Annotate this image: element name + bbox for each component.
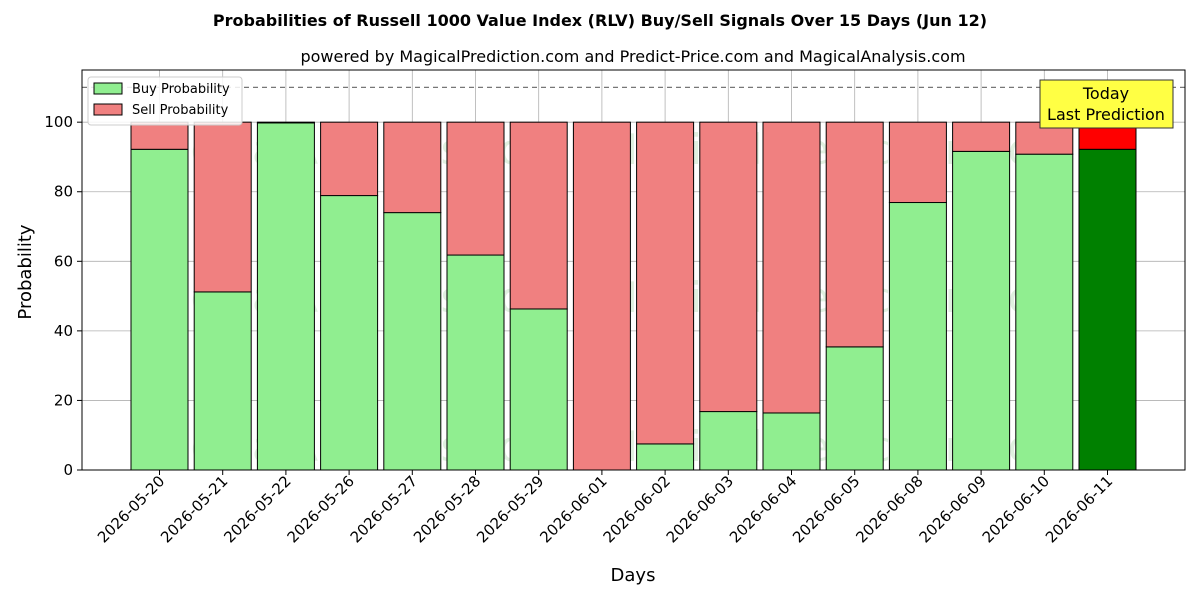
legend: Buy Probability Sell Probability — [87, 76, 243, 126]
x-tick-label: 2026-05-29 — [473, 472, 547, 546]
x-tick-label: 2026-05-27 — [347, 472, 421, 546]
x-tick-label: 2026-06-04 — [726, 472, 800, 546]
y-tick-label: 0 — [63, 461, 73, 479]
y-tick-label: 40 — [54, 322, 73, 340]
bar-sell-2026-05-27 — [383, 121, 442, 214]
y-tick-label: 20 — [54, 391, 73, 409]
bar-sell-2026-06-09 — [952, 121, 1011, 152]
bar-buy-2026-05-21 — [193, 291, 252, 471]
bar-buy-2026-06-11 — [1078, 148, 1137, 471]
bar-sell-2026-06-05 — [825, 121, 884, 348]
y-tick-label: 100 — [44, 113, 73, 131]
legend-swatch-sell — [93, 103, 123, 116]
bar-sell-2026-06-02 — [636, 121, 695, 445]
bar-buy-2026-05-29 — [509, 308, 568, 471]
x-tick-label: 2026-06-01 — [536, 472, 610, 546]
x-tick-label: 2026-05-20 — [94, 472, 168, 546]
bar-sell-2026-05-20 — [130, 121, 189, 150]
legend-label-sell: Sell Probability — [132, 103, 229, 118]
bar-buy-2026-06-04 — [762, 412, 821, 471]
bar-layer — [130, 121, 1137, 471]
x-axis: 2026-05-202026-05-212026-05-222026-05-26… — [94, 470, 1116, 546]
bar-buy-2026-05-28 — [446, 254, 505, 471]
annotation-line-2: Last Prediction — [1047, 105, 1165, 124]
bar-sell-2026-06-04 — [762, 121, 821, 414]
y-axis: 0 20 40 60 80 100 — [44, 113, 82, 479]
bar-sell-2026-06-08 — [888, 121, 947, 204]
x-tick-label: 2026-06-05 — [789, 472, 863, 546]
bar-buy-2026-06-05 — [825, 346, 884, 471]
annotation-box — [1039, 79, 1174, 129]
y-tick-label: 60 — [54, 252, 73, 270]
bar-sell-2026-06-01 — [572, 121, 631, 471]
legend-box — [87, 76, 243, 126]
bar-buy-2026-06-03 — [699, 411, 758, 471]
y-axis-label: Probability — [15, 224, 36, 319]
bar-buy-2026-05-20 — [130, 148, 189, 471]
bar-sell-2026-05-22 — [256, 121, 315, 124]
bar-buy-2026-06-10 — [1015, 153, 1074, 471]
x-tick-label: 2026-06-09 — [916, 472, 990, 546]
x-tick-label: 2026-06-11 — [1042, 472, 1116, 546]
bar-buy-2026-05-26 — [320, 195, 379, 471]
x-tick-label: 2026-06-08 — [852, 472, 926, 546]
x-tick-label: 2026-06-03 — [663, 472, 737, 546]
bar-sell-2026-05-29 — [509, 121, 568, 310]
legend-label-buy: Buy Probability — [132, 82, 230, 97]
chart-title: Probabilities of Russell 1000 Value Inde… — [213, 11, 987, 30]
x-axis-label: Days — [611, 565, 656, 586]
annotation-line-1: Today — [1082, 84, 1129, 103]
bar-buy-2026-05-27 — [383, 212, 442, 471]
x-tick-label: 2026-05-22 — [220, 472, 294, 546]
x-tick-label: 2026-05-26 — [284, 472, 358, 546]
x-tick-label: 2026-05-28 — [410, 472, 484, 546]
bar-buy-2026-06-08 — [888, 202, 947, 471]
bar-buy-2026-06-09 — [952, 150, 1011, 471]
x-tick-label: 2026-06-10 — [979, 472, 1053, 546]
bar-buy-2026-05-22 — [256, 122, 315, 471]
bar-sell-2026-05-26 — [320, 121, 379, 197]
bar-sell-2026-06-03 — [699, 121, 758, 413]
plot-frame — [81, 69, 1186, 471]
x-tick-label: 2026-05-21 — [157, 472, 231, 546]
bar-sell-2026-05-28 — [446, 121, 505, 256]
today-annotation: Today Last Prediction — [1039, 79, 1174, 129]
bar-sell-2026-05-21 — [193, 121, 252, 293]
chart-subtitle: powered by MagicalPrediction.com and Pre… — [300, 47, 965, 66]
y-tick-label: 80 — [54, 183, 73, 201]
bar-buy-2026-06-02 — [636, 443, 695, 471]
x-tick-label: 2026-06-02 — [600, 472, 674, 546]
legend-swatch-buy — [93, 82, 123, 95]
